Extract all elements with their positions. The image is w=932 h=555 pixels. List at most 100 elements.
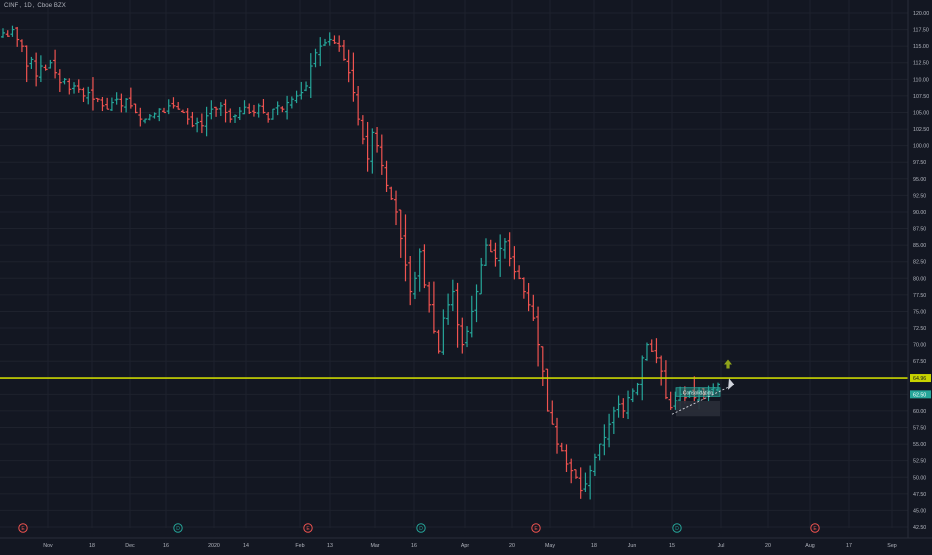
earnings-event-icon[interactable]: E [531, 523, 541, 533]
ohlc-bar [128, 87, 133, 109]
time-axis[interactable]: Nov 18 Dec 16 2020 14 Feb 13 Mar 16 Apr 20 May 18 Jun 1… [0, 537, 932, 549]
ohlc-bar [76, 79, 81, 93]
ohlc-bar [521, 277, 526, 299]
ohlc-bar [569, 458, 574, 484]
ohlc-bar [493, 242, 498, 267]
earnings-event-icon[interactable]: E [303, 523, 313, 533]
symbol-info: CINF, 1D, Cboe BZX [4, 3, 66, 9]
ohlc-bar [370, 128, 375, 174]
ohlc-bar [474, 284, 479, 323]
ohlc-bar [635, 382, 640, 396]
dividend-event-icon[interactable]: D [416, 523, 426, 533]
price-tick-label: 57.50 [913, 426, 926, 432]
price-tick-label: 90.00 [913, 210, 926, 216]
ohlc-bar [72, 82, 77, 94]
time-tick-label: 13 [327, 543, 333, 549]
trendline-arrowhead [728, 378, 734, 390]
trendline[interactable] [671, 384, 735, 415]
price-tick-label: 72.50 [913, 326, 926, 332]
ohlc-bar [488, 239, 493, 253]
time-tick-label: 18 [89, 543, 95, 549]
earnings-event-icon[interactable]: E [18, 523, 28, 533]
price-tick-label: 95.00 [913, 177, 926, 183]
ohlc-bar [559, 442, 564, 452]
ohlc-bar [540, 346, 545, 387]
price-tick-label: 102.50 [913, 127, 929, 133]
ohlc-bar [109, 97, 114, 111]
ohlc-bar [95, 97, 100, 103]
ohlc-bar [360, 115, 365, 145]
ohlc-bar [545, 368, 550, 412]
price-tick-label: 47.50 [913, 492, 926, 498]
ohlc-bar [337, 35, 342, 52]
ohlc-bar [607, 413, 612, 448]
price-axis-background [908, 0, 932, 550]
ohlc-bar [422, 244, 427, 289]
ohlc-bar [233, 114, 238, 123]
price-tick-label: 115.00 [913, 44, 929, 50]
ohlc-bar [38, 55, 43, 83]
ohlc-bar [48, 59, 53, 69]
ohlc-bar [318, 37, 323, 67]
ohlc-bar [644, 342, 649, 361]
dividend-event-icon[interactable]: D [173, 523, 183, 533]
ohlc-bar [365, 121, 370, 172]
ohlc-bar [299, 81, 304, 100]
svg-text:D: D [176, 526, 180, 532]
time-tick-label: Feb [295, 543, 304, 549]
ohlc-bar [555, 417, 560, 454]
ohlc-bar [294, 90, 299, 104]
drawings: Consolidation [0, 359, 908, 417]
ohlc-bar [304, 81, 309, 92]
ohlc-bar [242, 100, 247, 115]
ohlc-bar [394, 190, 399, 226]
dividend-event-icon[interactable]: D [672, 523, 682, 533]
price-tick-label: 75.00 [913, 309, 926, 315]
time-tick-label: 20 [509, 543, 515, 549]
ohlc-bar [143, 118, 148, 124]
ohlc-bar [616, 395, 621, 418]
ohlc-bar [611, 406, 616, 434]
consolidation-box[interactable] [675, 387, 721, 397]
price-tick-label: 100.00 [913, 144, 929, 150]
price-tick-label: 105.00 [913, 110, 929, 116]
ohlc-bar [24, 45, 29, 83]
ohlc-bar [701, 387, 706, 400]
ohlc-bar [218, 102, 223, 116]
price-tick-label: 55.00 [913, 442, 926, 448]
ohlc-bar [270, 108, 275, 120]
ohlc-bar [412, 271, 417, 300]
ohlc-bar [583, 472, 588, 492]
ohlc-bar [431, 281, 436, 334]
earnings-event-icon[interactable]: E [810, 523, 820, 533]
up-arrow-icon[interactable] [724, 359, 732, 369]
price-tick-label: 70.00 [913, 343, 926, 349]
price-axis[interactable]: 120.00 117.50 115.00 112.50 110.00 107.50 105.… [907, 0, 932, 550]
time-tick-label: Dec [125, 543, 135, 549]
ohlc-bar [659, 355, 664, 386]
ohlc-bar [654, 338, 659, 364]
ohlc-bar [465, 326, 470, 348]
ohlc-bar [507, 232, 512, 267]
ohlc-bar [171, 97, 176, 109]
ohlc-bar [460, 317, 465, 354]
time-tick-label: 18 [591, 543, 597, 549]
range-shadow-box [676, 400, 720, 417]
price-tick-label: 117.50 [913, 28, 929, 34]
ohlc-bar [498, 234, 503, 277]
price-tick-label: 67.50 [913, 359, 926, 365]
ohlc-bar [147, 113, 152, 121]
ohlc-bar [536, 306, 541, 367]
ohlc-bar [668, 391, 673, 410]
ohlc-bar [251, 104, 256, 117]
ohlc-bar [223, 99, 228, 123]
ohlc-bar [389, 186, 394, 200]
range-box-label: Consolidation [683, 391, 714, 397]
ohlc-bar [450, 279, 455, 312]
ohlc-bar [427, 281, 432, 313]
ohlc-bar [176, 102, 181, 110]
